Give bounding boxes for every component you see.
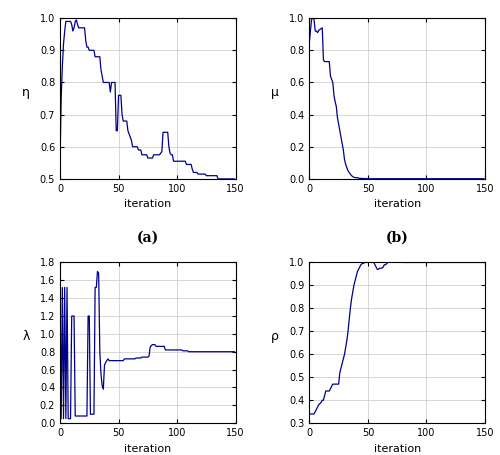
Y-axis label: μ: μ (272, 86, 279, 99)
Y-axis label: λ: λ (22, 330, 30, 343)
X-axis label: iteration: iteration (124, 199, 172, 209)
X-axis label: iteration: iteration (124, 444, 172, 454)
Y-axis label: ρ: ρ (272, 330, 279, 343)
X-axis label: iteration: iteration (374, 444, 421, 454)
Y-axis label: η: η (22, 86, 30, 99)
Text: (a): (a) (136, 230, 159, 244)
Text: (b): (b) (386, 230, 408, 244)
X-axis label: iteration: iteration (374, 199, 421, 209)
